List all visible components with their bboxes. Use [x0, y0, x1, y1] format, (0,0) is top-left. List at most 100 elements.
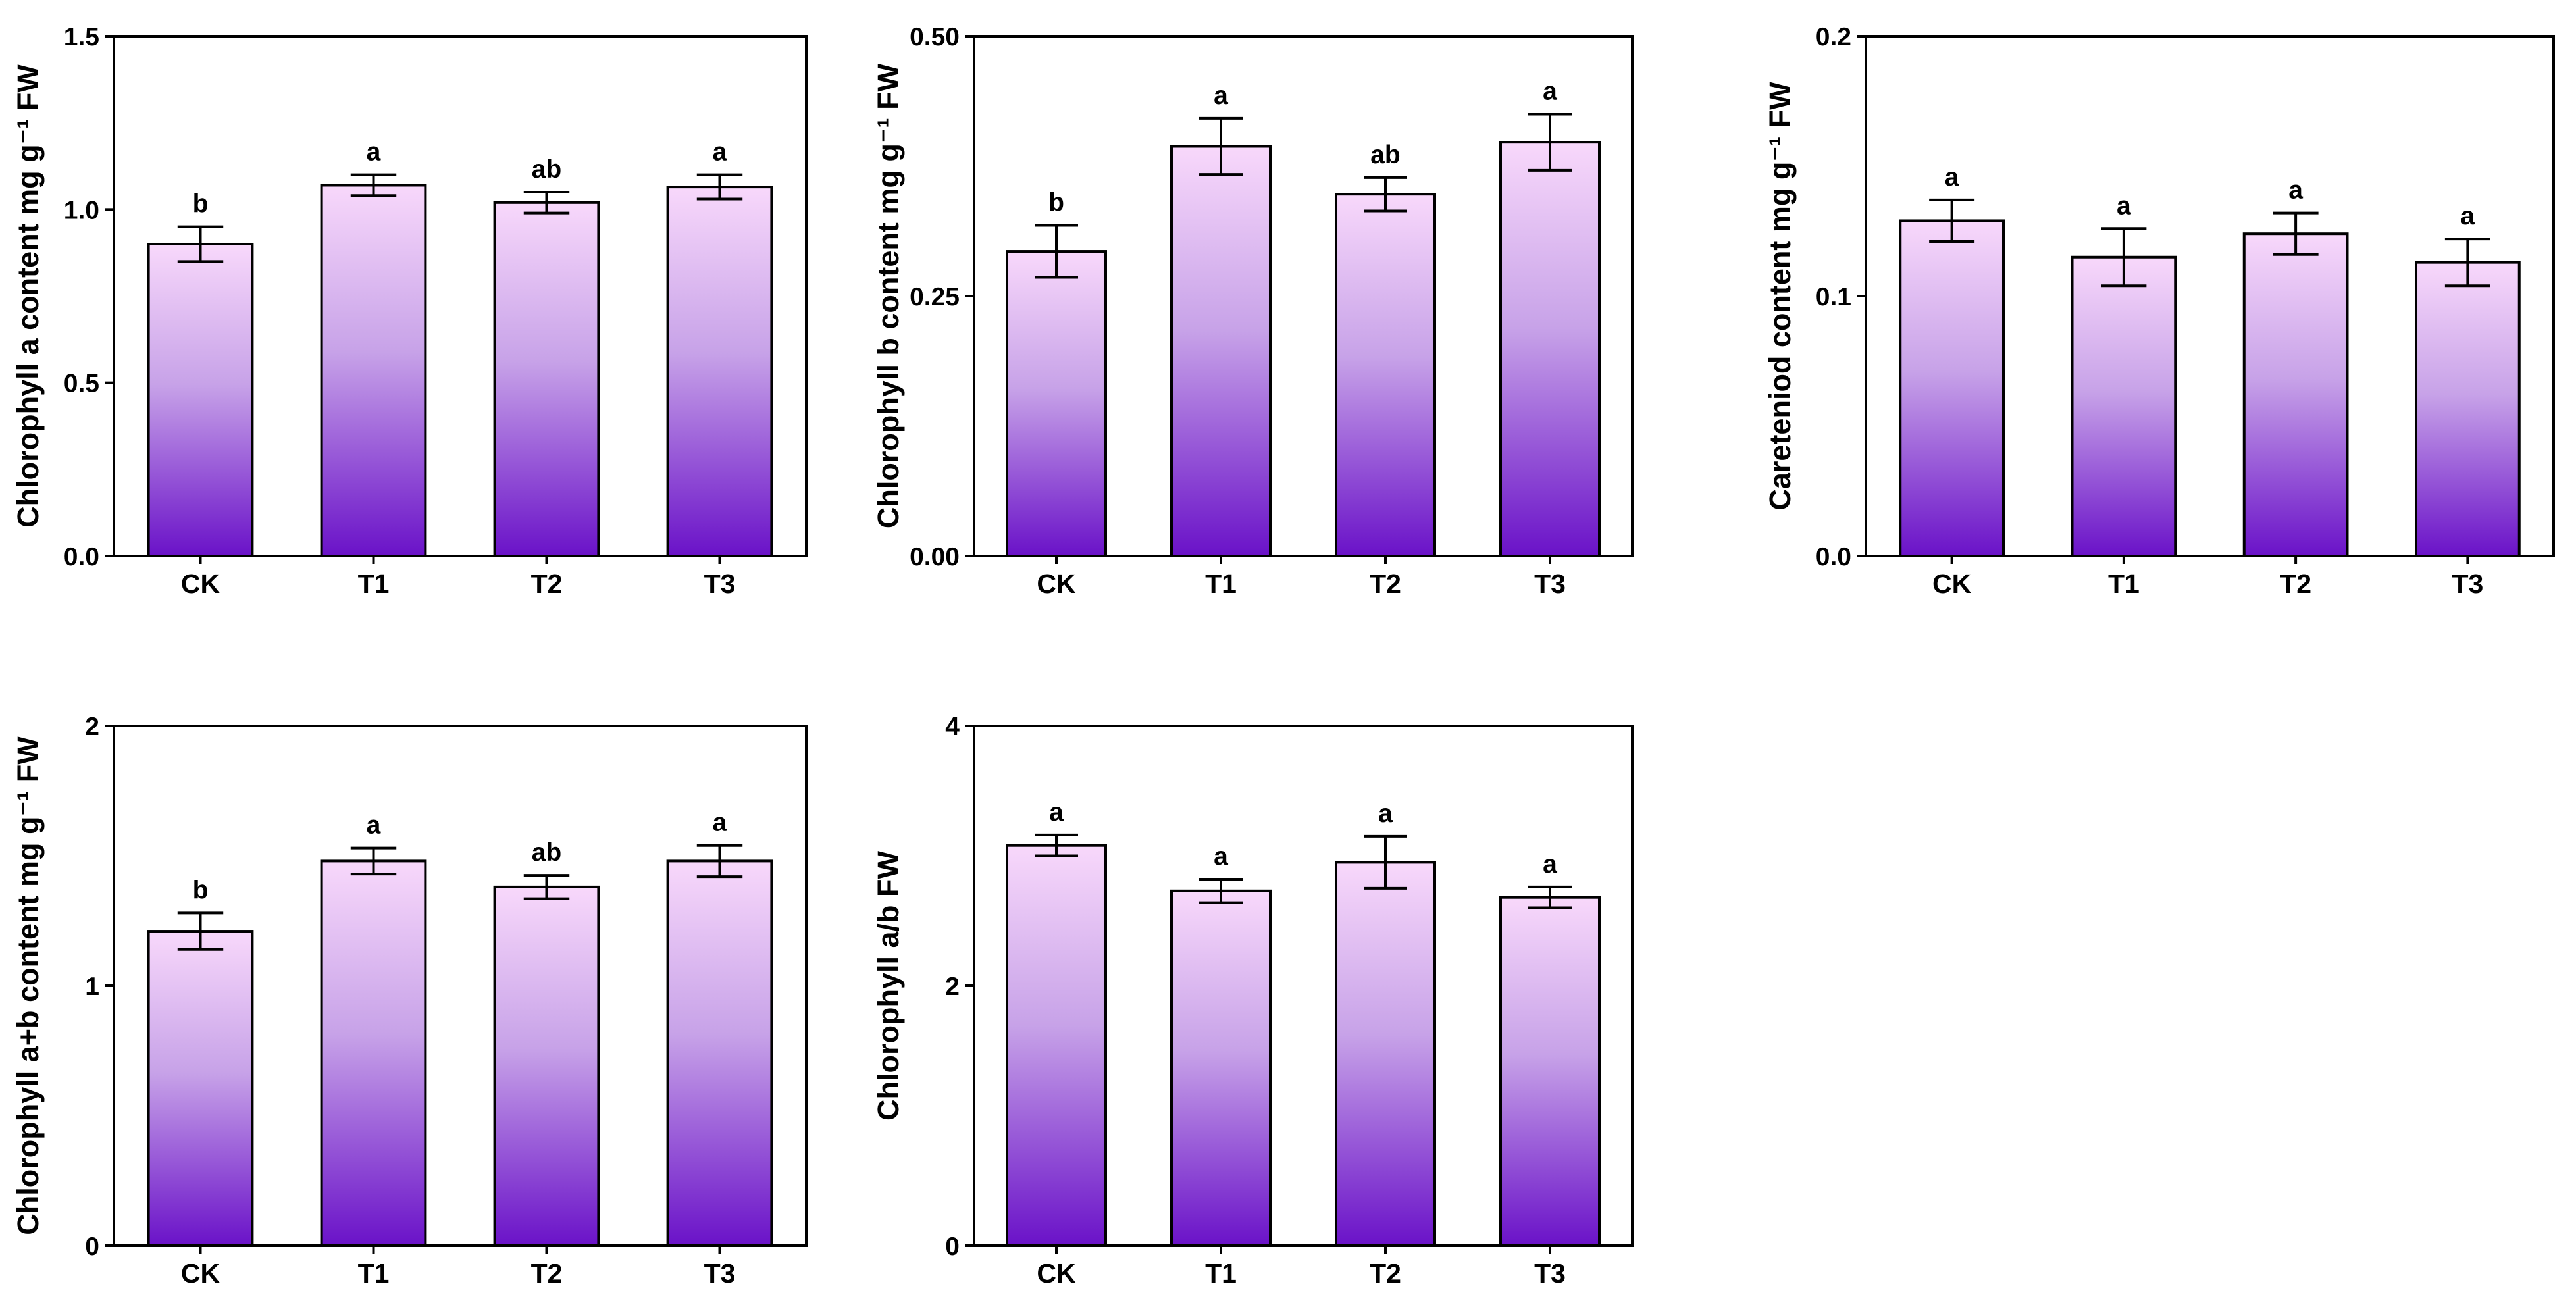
error-bar-t2	[2273, 211, 2319, 256]
significance-label: a	[367, 138, 381, 166]
significance-label: a	[713, 138, 727, 166]
bar-t3	[1499, 141, 1601, 558]
y-axis-title: Careteniod content mg g⁻¹ FW	[1763, 82, 1797, 511]
x-tick-label: T2	[531, 569, 563, 599]
y-tick-label: 0	[945, 1233, 960, 1261]
error-bar-t3	[696, 173, 743, 201]
bar-ck	[147, 243, 254, 557]
bar-t3	[1499, 896, 1601, 1247]
error-bar-t1	[1199, 116, 1243, 176]
bar-ck	[1899, 219, 2005, 557]
significance-label: a	[1543, 850, 1557, 879]
bar-t2	[493, 885, 600, 1247]
bar-t3	[2415, 261, 2521, 557]
error-bar-t2	[523, 874, 570, 900]
x-tick-label: T1	[358, 1258, 390, 1289]
y-tick-label: 0.2	[1816, 23, 1851, 51]
y-tick-label: 0.5	[64, 370, 99, 398]
y-tick-label: 4	[945, 713, 960, 741]
x-tick-label: T2	[1370, 1258, 1401, 1289]
x-tick-label: T1	[1205, 1258, 1237, 1289]
bar-t3	[666, 859, 773, 1247]
bar-t3	[666, 186, 773, 558]
y-tick-label: 1	[85, 973, 99, 1001]
x-tick-label: T2	[2280, 569, 2311, 599]
bar-ck	[147, 930, 254, 1248]
x-tick-label: CK	[181, 1258, 220, 1289]
x-tick-label: T3	[1534, 1258, 1566, 1289]
y-axis-title: Chlorophyll b content mg g⁻¹ FW	[871, 63, 905, 528]
error-bar-t3	[2444, 238, 2490, 288]
error-bar-t1	[350, 173, 397, 197]
x-tick-label: T2	[531, 1258, 563, 1289]
x-tick-label: T3	[2452, 569, 2483, 599]
y-axis-title: Chlorophyll a+b content mg g⁻¹ FW	[11, 736, 45, 1235]
significance-label: a	[1049, 798, 1064, 827]
y-tick-label: 0.0	[64, 543, 99, 571]
significance-label: a	[713, 809, 727, 837]
significance-label: b	[193, 876, 209, 904]
error-bar-t3	[1528, 885, 1572, 909]
error-bar-ck	[1929, 198, 1975, 243]
x-tick-label: T1	[358, 569, 390, 599]
error-bar-t3	[1528, 113, 1572, 172]
y-axis-title: Chlorophyll a content mg g⁻¹ FW	[11, 64, 45, 528]
error-bar-ck	[1035, 833, 1078, 857]
x-tick-label: T1	[1205, 569, 1237, 599]
bar-t2	[1335, 193, 1436, 558]
x-tick-label: T2	[1370, 569, 1401, 599]
error-bar-t2	[523, 191, 570, 215]
y-tick-label: 0.00	[910, 543, 960, 571]
bar-ck	[1006, 250, 1107, 557]
x-tick-label: CK	[1037, 569, 1076, 599]
significance-label: a	[2461, 202, 2475, 230]
significance-label: a	[1378, 800, 1393, 828]
bar-t1	[2071, 255, 2177, 557]
y-tick-label: 0.0	[1816, 543, 1851, 571]
error-bar-ck	[177, 911, 224, 951]
y-tick-label: 0.25	[910, 283, 960, 311]
x-tick-label: T3	[704, 1258, 736, 1289]
significance-label: a	[1214, 842, 1228, 871]
y-tick-label: 1.0	[64, 196, 99, 224]
y-tick-label: 0	[85, 1233, 99, 1261]
significance-label: ab	[1370, 141, 1401, 169]
bar-t1	[320, 184, 427, 557]
bar-t2	[1335, 861, 1436, 1247]
error-bar-t2	[1364, 176, 1407, 213]
error-bar-t3	[696, 844, 743, 879]
bar-t1	[1170, 889, 1272, 1247]
significance-label: a	[2117, 192, 2131, 220]
significance-label: ab	[532, 155, 562, 184]
significance-label: ab	[532, 838, 562, 867]
plot-frame	[113, 35, 808, 557]
x-tick-label: T3	[704, 569, 736, 599]
error-bar-t1	[2101, 227, 2147, 288]
chart-panel-3: a CK a T1 a T2 a T3 0.0 0.1 0.2 Careteniod content …	[1763, 23, 2555, 599]
bar-ck	[1006, 844, 1107, 1247]
significance-label: b	[1048, 189, 1064, 217]
chart-panel-5: a CK a T1 a T2 a T3 0 2 4 Chlorophyll a/b FW	[871, 713, 1634, 1289]
bar-t1	[1170, 145, 1272, 558]
x-tick-label: CK	[1037, 1258, 1076, 1289]
chart-panel-1: b CK a T1 ab T2 a T3 0.0 0.5 1.0 1.5 Chlorophyll a c…	[11, 23, 808, 599]
y-tick-label: 1.5	[64, 23, 99, 51]
x-tick-label: CK	[1932, 569, 1972, 599]
significance-label: a	[1214, 82, 1228, 110]
significance-label: a	[1945, 163, 1959, 192]
x-tick-label: CK	[181, 569, 220, 599]
error-bar-t2	[1364, 834, 1407, 890]
significance-label: a	[2288, 176, 2303, 205]
error-bar-t1	[350, 846, 397, 876]
y-tick-label: 2	[85, 713, 99, 741]
y-tick-label: 0.50	[910, 23, 960, 51]
bar-t2	[2242, 232, 2349, 557]
y-axis-title: Chlorophyll a/b FW	[871, 850, 905, 1120]
y-tick-label: 0.1	[1816, 283, 1851, 311]
y-tick-label: 2	[945, 973, 960, 1001]
error-bar-ck	[1035, 224, 1078, 279]
significance-label: a	[1543, 78, 1557, 106]
significance-label: a	[367, 811, 381, 840]
bar-t2	[493, 201, 600, 557]
